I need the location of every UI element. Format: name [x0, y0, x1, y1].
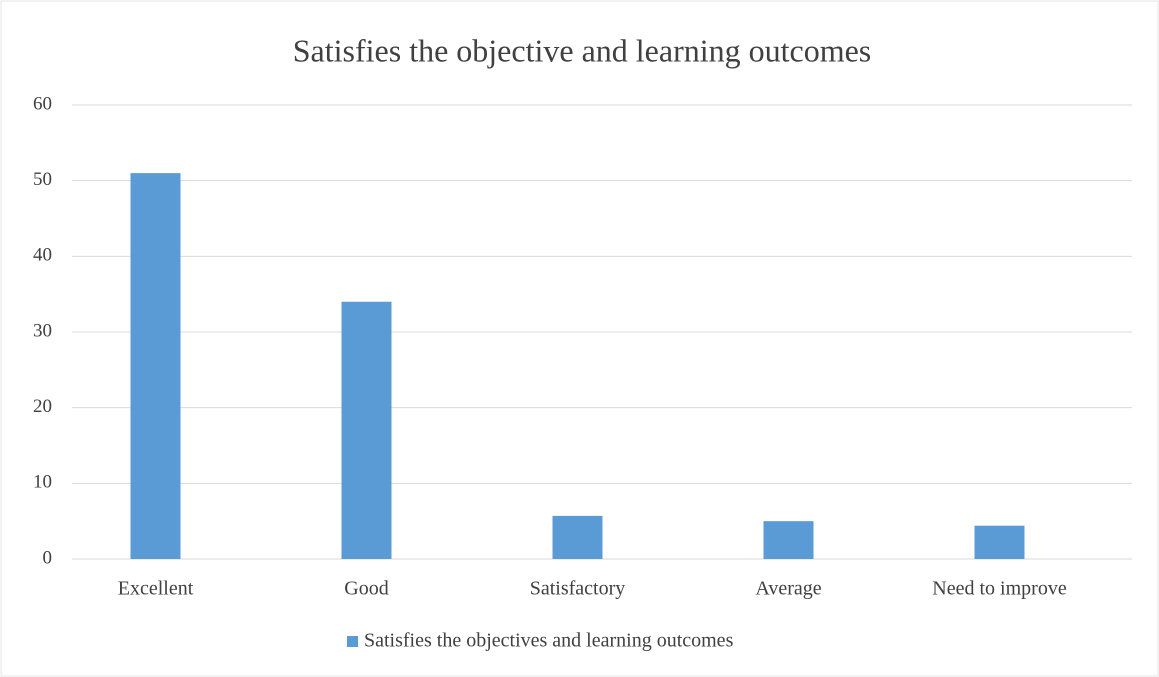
bar — [552, 515, 603, 559]
y-tick-label: 50 — [33, 169, 52, 190]
y-tick-label: 0 — [43, 547, 53, 568]
y-tick-label: 40 — [33, 245, 52, 266]
legend-swatch — [347, 636, 358, 647]
x-tick-label: Need to improve — [932, 578, 1067, 600]
y-tick-label: 20 — [33, 396, 52, 417]
x-tick-label: Satisfactory — [530, 578, 626, 600]
x-tick-label: Excellent — [118, 578, 194, 600]
bar — [763, 521, 814, 559]
bar — [130, 173, 181, 559]
y-tick-label: 60 — [33, 93, 52, 114]
chart-title: Satisfies the objective and learning out… — [293, 32, 872, 68]
x-tick-label: Average — [755, 578, 821, 600]
legend-label: Satisfies the objectives and learning ou… — [364, 630, 734, 652]
y-tick-label: 30 — [33, 320, 52, 341]
bar — [341, 301, 392, 559]
x-tick-label: Good — [344, 578, 388, 600]
y-tick-label: 10 — [33, 472, 52, 493]
bar — [974, 525, 1025, 559]
